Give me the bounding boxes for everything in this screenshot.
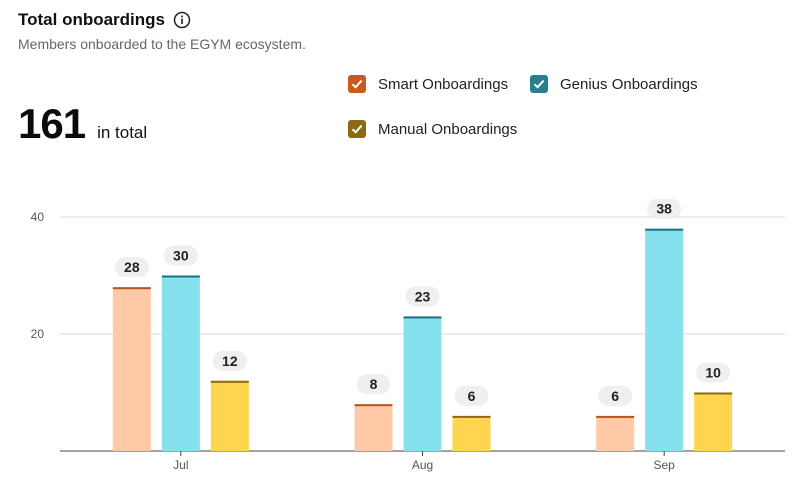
chart-subtitle: Members onboarded to the EGYM ecosystem.: [18, 36, 306, 52]
total-label: in total: [97, 123, 148, 142]
bar: [403, 316, 442, 451]
checkbox-smart[interactable]: [348, 75, 366, 93]
data-label: 6: [468, 388, 476, 404]
checkbox-manual[interactable]: [348, 120, 366, 138]
data-label-pill: [114, 257, 149, 278]
legend-label-smart: Smart Onboardings: [378, 75, 509, 93]
legend-item-smart[interactable]: Smart Onboardings: [348, 75, 508, 93]
total-summary: 161 in total: [18, 100, 147, 148]
bar: [161, 275, 200, 451]
bar: [452, 415, 491, 451]
bar: [645, 228, 684, 451]
data-label: 30: [173, 248, 189, 264]
data-label: 38: [656, 201, 672, 217]
y-tick-label: 40: [31, 210, 45, 224]
data-label: 10: [705, 365, 721, 381]
check-icon: [533, 79, 545, 89]
total-number: 161: [18, 100, 86, 147]
data-label: 6: [611, 388, 619, 404]
x-tick-label: Jul: [173, 458, 188, 472]
bar-cap: [112, 287, 151, 290]
bar-cap: [596, 415, 635, 418]
data-label-pill: [212, 350, 247, 371]
bar-cap: [354, 404, 393, 407]
data-label: 23: [415, 288, 431, 304]
check-icon: [351, 79, 363, 89]
legend-item-manual[interactable]: Manual Onboardings: [348, 120, 517, 138]
checkbox-genius[interactable]: [530, 75, 548, 93]
legend-label-genius: Genius Onboardings: [560, 75, 698, 93]
bar-cap: [645, 228, 684, 231]
bar: [210, 380, 249, 451]
data-label: 8: [370, 376, 378, 392]
x-tick-label: Sep: [653, 458, 675, 472]
title-row: Total onboardings: [18, 10, 191, 30]
data-label-pill: [696, 362, 731, 383]
data-label-pill: [598, 385, 633, 406]
bar-cap: [452, 415, 491, 418]
x-tick-label: Aug: [412, 458, 433, 472]
legend-item-genius[interactable]: Genius Onboardings: [530, 75, 698, 93]
bar-cap: [694, 392, 733, 395]
data-label-pill: [163, 245, 198, 266]
bar-cap: [161, 275, 200, 278]
bar: [112, 287, 151, 451]
legend-label-manual: Manual Onboardings: [378, 120, 518, 138]
check-icon: [351, 124, 363, 134]
data-label-pill: [405, 286, 440, 307]
data-label-pill: [356, 374, 391, 395]
info-icon[interactable]: [173, 11, 191, 29]
y-tick-label: 20: [31, 327, 45, 341]
bar-cap: [403, 316, 442, 319]
bar: [354, 404, 393, 451]
data-label: 28: [124, 259, 140, 275]
data-label-pill: [647, 198, 682, 219]
chart-title: Total onboardings: [18, 10, 166, 29]
bar: [694, 392, 733, 451]
data-label: 12: [222, 353, 238, 369]
bar-cap: [210, 380, 249, 383]
data-label-pill: [454, 385, 489, 406]
bar: [596, 415, 635, 451]
